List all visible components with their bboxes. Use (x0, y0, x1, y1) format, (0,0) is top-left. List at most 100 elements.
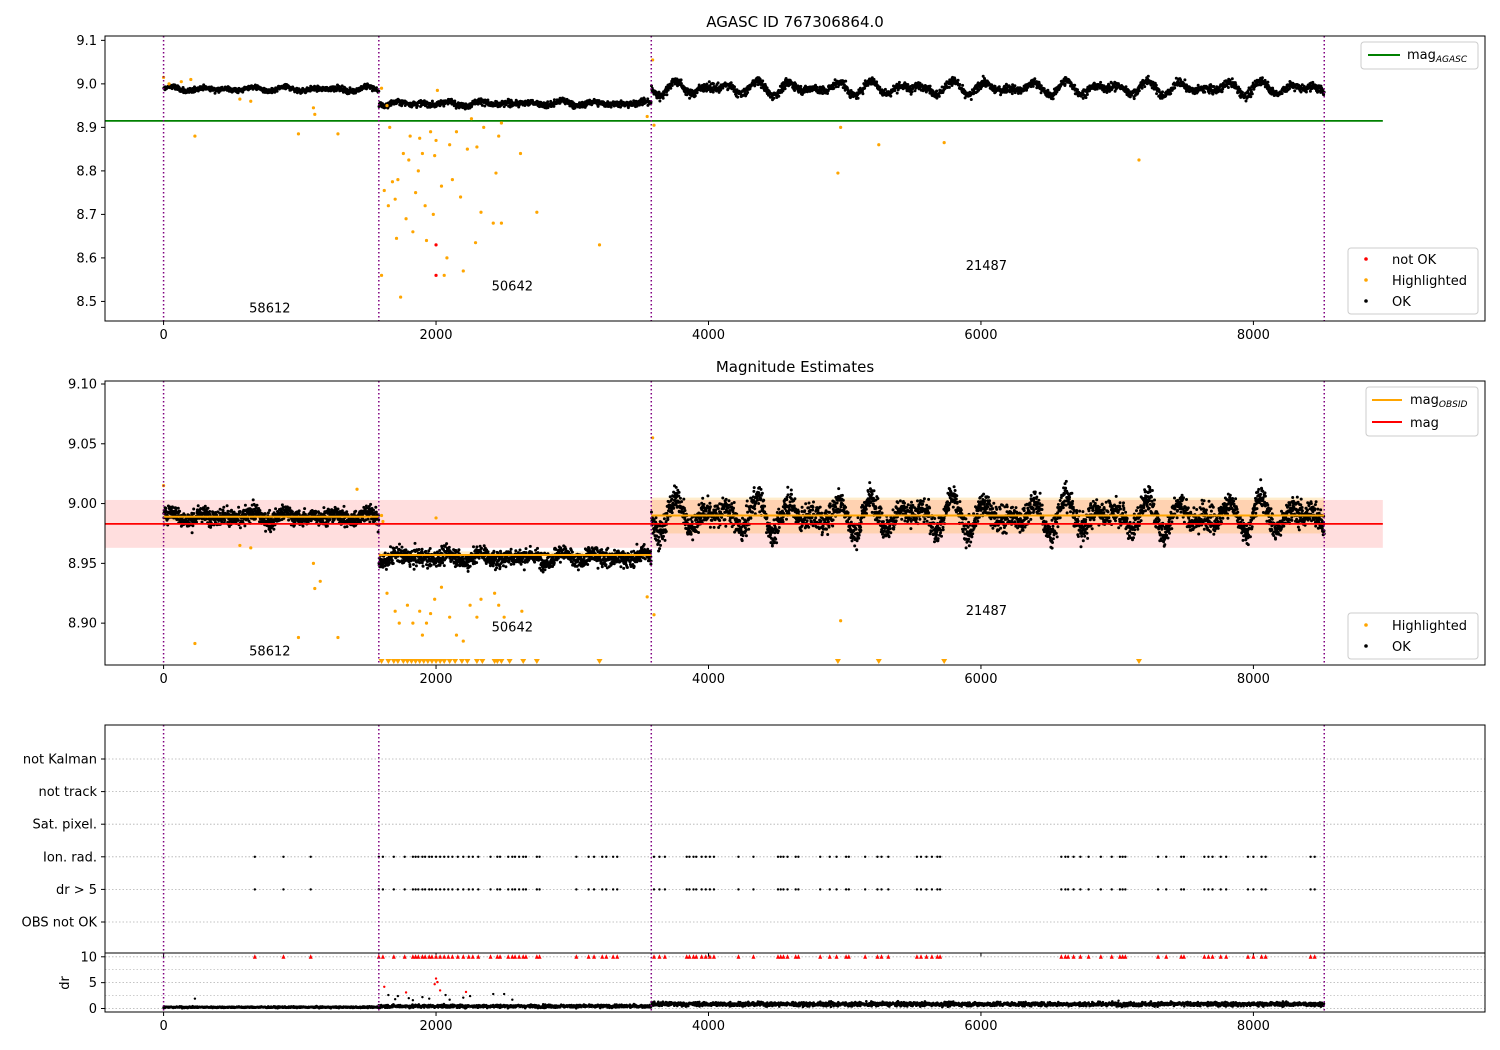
ok-point (552, 104, 556, 108)
ok-point (1220, 90, 1224, 94)
highlighted-point (336, 132, 340, 136)
agasc-panel: AGASC ID 767306864.0 0 2000 4000 6000 80008.… (76, 13, 1486, 343)
ok-point (227, 525, 231, 528)
ok-point (206, 506, 210, 510)
highlighted-point (411, 230, 415, 234)
ok-point (392, 547, 396, 550)
ok-point (733, 85, 736, 89)
ok-point (999, 93, 1003, 97)
ok-point (1234, 83, 1238, 87)
ok-point (1169, 92, 1173, 96)
ok-point (191, 524, 195, 528)
not-ok-point (434, 273, 438, 277)
ok-point (238, 526, 242, 530)
ok-point (222, 505, 226, 509)
highlighted-point (499, 221, 504, 225)
ok-point (412, 567, 416, 571)
highlighted-point (877, 143, 881, 147)
ok-point (416, 104, 419, 108)
ok-point (1212, 85, 1216, 88)
highlighted-point (394, 236, 399, 240)
ok-point (670, 84, 674, 87)
ok-point (861, 92, 865, 96)
x-tick-label: 6000 (964, 328, 997, 343)
ok-point (332, 513, 336, 516)
ok-point (1176, 80, 1180, 83)
ok-point (1271, 86, 1275, 90)
ok-point (345, 525, 349, 529)
ok-point (712, 82, 715, 86)
y-tick-label: 8.7 (76, 208, 97, 223)
highlighted-point (518, 151, 523, 156)
highlighted-point (442, 273, 446, 277)
ok-point (264, 529, 268, 533)
highlighted-point (249, 99, 253, 103)
ok-point (1105, 91, 1109, 94)
ok-point (404, 548, 408, 552)
ok-point (200, 520, 204, 524)
ok-point (765, 86, 769, 90)
ok-point (321, 519, 325, 523)
highlighted-point (416, 169, 420, 173)
highlighted-point (434, 138, 438, 143)
ok-point (400, 104, 404, 108)
ok-point (368, 520, 372, 524)
ok-point (552, 98, 556, 102)
ok-point (1146, 74, 1150, 78)
highlighted-point (491, 221, 495, 225)
ok-point (192, 512, 196, 515)
highlighted-point (454, 130, 459, 134)
ok-point (1085, 93, 1089, 96)
ok-point (777, 94, 781, 98)
highlighted-point (428, 130, 433, 134)
ok-point (281, 505, 285, 509)
highlighted-point (473, 241, 478, 245)
legend-label-main: mag (1407, 48, 1436, 63)
ok-point (237, 505, 241, 509)
ok-point (643, 97, 646, 101)
ok-point (1095, 87, 1099, 91)
ok-point (875, 80, 879, 84)
ok-point (799, 84, 803, 88)
ok-point (909, 92, 913, 96)
agasc-obsid-labels: 58612 50642 21487 (249, 259, 1007, 316)
estimates-plot-area (105, 381, 1383, 665)
highlighted-point (414, 191, 418, 195)
ok-point (1308, 89, 1312, 93)
ok-point (658, 99, 662, 103)
ok-point (369, 502, 373, 506)
ok-point (906, 83, 910, 86)
highlighted-point (404, 217, 408, 221)
highlighted-point (408, 134, 412, 138)
ok-point (218, 511, 222, 515)
ok-point (340, 84, 344, 88)
y-tick-label: 9.0 (76, 77, 97, 92)
ok-point (303, 507, 307, 511)
ok-point (328, 518, 332, 522)
ok-point (390, 559, 394, 562)
ok-point (354, 509, 358, 513)
ok-point (389, 545, 392, 549)
ok-point (196, 504, 200, 508)
ok-point (236, 518, 240, 522)
ok-point (729, 81, 733, 85)
x-tick-label: 0 (159, 328, 167, 343)
legend-label-not-ok: not OK (1392, 253, 1437, 268)
highlighted-point (535, 210, 539, 214)
legend-label-mag-agasc: magAGASC (1407, 48, 1468, 65)
ok-point (1154, 83, 1158, 87)
ok-point (815, 86, 819, 89)
ok-point (619, 105, 622, 109)
clipped-layer (105, 381, 1383, 665)
highlighted-point (836, 171, 840, 175)
ok-point (746, 91, 750, 94)
ok-point (1238, 87, 1242, 91)
ok-point (325, 524, 329, 528)
ok-point (895, 91, 899, 95)
ok-point (1260, 76, 1264, 80)
ok-point (1239, 95, 1243, 99)
ok-point (950, 84, 954, 87)
ok-point (669, 86, 673, 90)
